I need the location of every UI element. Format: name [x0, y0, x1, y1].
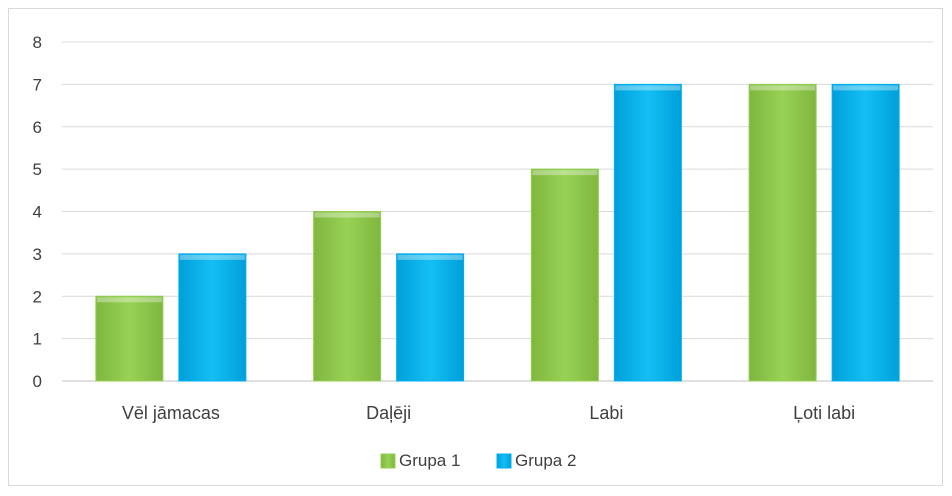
- legend-label: Grupa 2: [515, 451, 576, 470]
- bar-grupa-2: [396, 253, 465, 382]
- bar-bevel: [750, 85, 816, 91]
- y-tick-label: 5: [33, 160, 42, 179]
- bar-bevel: [96, 297, 162, 303]
- y-tick-label: 3: [33, 245, 42, 264]
- bar-grupa-1: [95, 295, 164, 382]
- legend-item: Grupa 1: [380, 451, 460, 470]
- y-tick-label: 6: [33, 118, 42, 137]
- bar-rect: [95, 295, 164, 382]
- bar-grupa-2: [178, 253, 247, 382]
- x-category-label: Labi: [589, 403, 623, 423]
- bar-rect: [831, 83, 900, 382]
- y-tick-label: 7: [33, 75, 42, 94]
- bar-grupa-2: [831, 83, 900, 382]
- bar-bevel: [179, 254, 245, 260]
- bar-grupa-1: [530, 168, 599, 382]
- y-tick-label: 0: [33, 372, 42, 391]
- legend-swatch: [380, 453, 396, 469]
- bar-bevel: [314, 212, 380, 218]
- bar-rect: [613, 83, 682, 382]
- x-category-label: Daļēji: [366, 403, 411, 423]
- y-tick-label: 4: [33, 203, 42, 222]
- y-axis-ticks: 0 1 2 3 4 5 6 7 8: [33, 33, 42, 391]
- bar-grupa-1: [748, 83, 817, 382]
- bar-rect: [396, 253, 465, 382]
- legend: Grupa 1 Grupa 2: [380, 451, 576, 470]
- x-category-label: Vēl jāmacas: [122, 403, 220, 423]
- bar-rect: [178, 253, 247, 382]
- x-axis-labels: Vēl jāmacas Daļēji Labi Ļoti labi: [122, 403, 855, 423]
- legend-item: Grupa 2: [496, 451, 576, 470]
- y-tick-label: 1: [33, 330, 42, 349]
- bar-bevel: [397, 254, 463, 260]
- legend-swatch: [496, 453, 512, 469]
- legend-label: Grupa 1: [399, 451, 460, 470]
- bar-bevel: [615, 85, 681, 91]
- y-tick-label: 2: [33, 287, 42, 306]
- bar-grupa-1: [313, 211, 382, 382]
- bar-rect: [748, 83, 817, 382]
- bar-rect: [530, 168, 599, 382]
- bar-bevel: [833, 85, 899, 91]
- bar-bevel: [532, 170, 598, 176]
- bars: [95, 83, 900, 382]
- bar-rect: [313, 211, 382, 382]
- bar-grupa-2: [613, 83, 682, 382]
- y-tick-label: 8: [33, 33, 42, 52]
- x-category-label: Ļoti labi: [793, 403, 855, 423]
